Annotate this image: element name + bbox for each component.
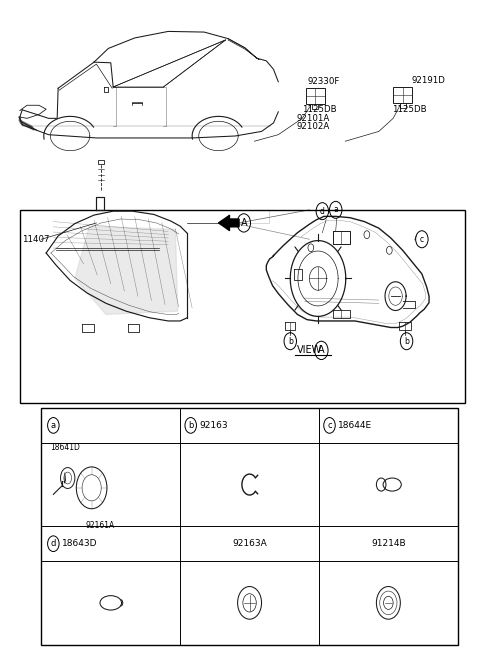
- Bar: [98, 160, 104, 164]
- Text: 92102A: 92102A: [297, 122, 330, 132]
- Text: 91214B: 91214B: [371, 539, 406, 548]
- Text: VIEW: VIEW: [297, 345, 322, 356]
- Text: a: a: [333, 206, 338, 214]
- Text: 11407: 11407: [22, 234, 50, 244]
- Text: 18644E: 18644E: [338, 421, 372, 430]
- Bar: [393, 87, 412, 103]
- Bar: [306, 88, 324, 104]
- Text: c: c: [327, 421, 332, 430]
- Text: 92330F: 92330F: [307, 77, 339, 86]
- Text: A: A: [318, 345, 324, 356]
- Polygon shape: [75, 226, 178, 314]
- Text: 92163: 92163: [199, 421, 228, 430]
- Bar: [20, 210, 465, 403]
- Text: 1125DB: 1125DB: [302, 105, 337, 115]
- Text: c: c: [420, 234, 424, 244]
- Text: a: a: [51, 421, 56, 430]
- Polygon shape: [222, 215, 239, 231]
- Text: d: d: [320, 207, 325, 215]
- Text: 92191D: 92191D: [411, 76, 445, 85]
- Text: b: b: [404, 337, 409, 346]
- Polygon shape: [218, 216, 235, 229]
- Text: 1125DB: 1125DB: [392, 105, 427, 115]
- Text: 18643D: 18643D: [61, 539, 97, 548]
- Text: 92163A: 92163A: [232, 539, 267, 548]
- Text: 92101A: 92101A: [297, 114, 330, 123]
- Text: d: d: [51, 539, 56, 548]
- Text: A: A: [240, 218, 247, 228]
- Text: b: b: [188, 421, 193, 430]
- Polygon shape: [19, 120, 34, 130]
- Bar: [41, 408, 458, 645]
- Text: b: b: [288, 337, 293, 346]
- Text: 92161A: 92161A: [86, 521, 115, 529]
- Text: 18641D: 18641D: [50, 443, 80, 452]
